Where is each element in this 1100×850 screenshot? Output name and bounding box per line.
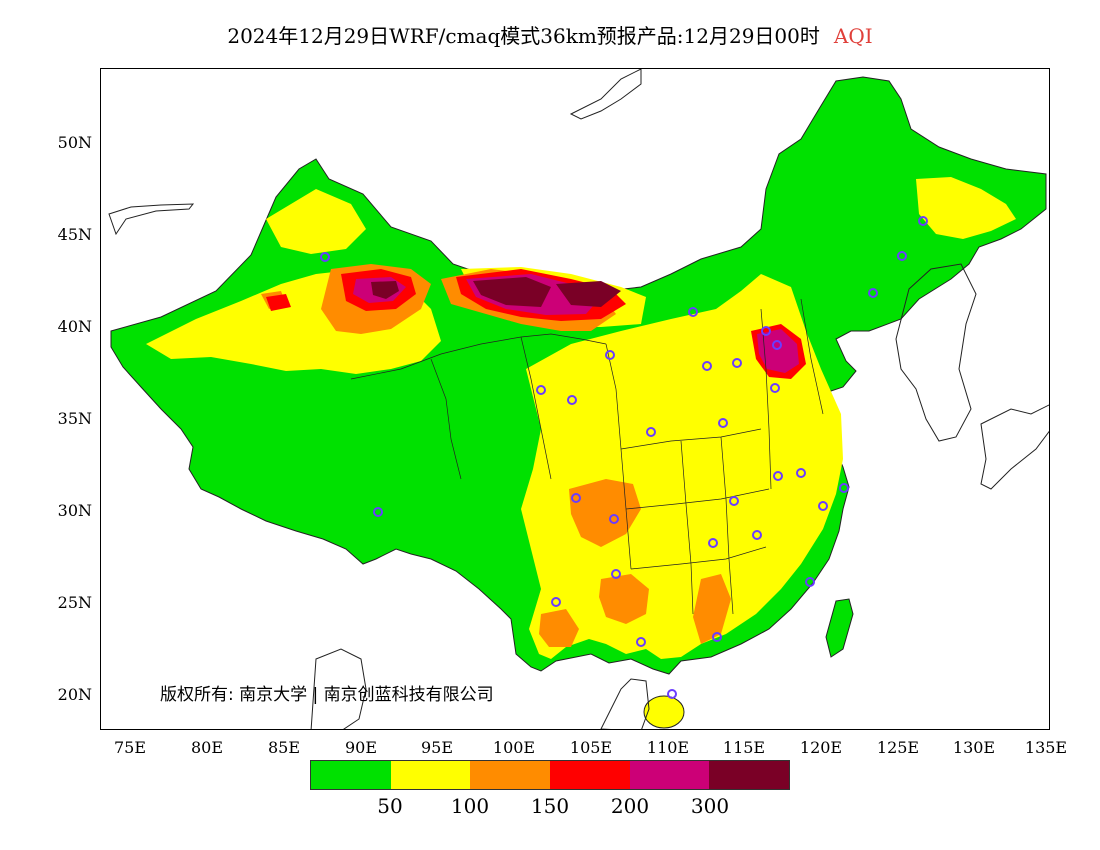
lon-label-120e: 120E [799,738,843,757]
usg-zone-sichuan [569,479,641,547]
hainan-island [643,695,685,729]
legend-swatch-moderate [390,761,471,789]
lat-label-30n: 30N [57,501,92,520]
station-marker [868,288,878,298]
province-boundaries [350,298,824,615]
station-marker [818,501,828,511]
lon-label-95e: 95E [420,738,454,757]
lon-label-130e: 130E [952,738,996,757]
legend-threshold-200: 200 [610,794,650,818]
coastline-korea [895,263,977,442]
station-marker [732,358,742,368]
station-marker [770,383,780,393]
station-marker [636,637,646,647]
usg-zone-hunan [693,574,731,644]
legend-swatch-usg [470,761,551,789]
station-marker [688,307,698,317]
aqi-legend [310,760,790,790]
station-marker [536,385,546,395]
lon-label-100e: 100E [492,738,536,757]
title-variable: AQI [833,24,873,48]
station-marker [702,361,712,371]
station-markers [320,216,928,699]
hazardous-zone-xinjiang [371,281,399,299]
coastline-japan [980,404,1049,490]
station-marker [320,252,330,262]
legend-threshold-100: 100 [450,794,490,818]
map-title: 2024年12月29日WRF/cmaq模式36km预报产品:12月29日00时 A… [0,20,1100,49]
station-marker [708,538,718,548]
lon-label-110e: 110E [646,738,690,757]
legend-swatch-good [311,761,391,789]
station-marker [712,632,722,642]
lat-label-50n: 50N [57,133,92,152]
unhealthy-zone-west-small [266,294,291,311]
legend-threshold-50: 50 [377,794,403,818]
lon-label-75e: 75E [113,738,147,757]
moderate-zone-central-east [521,274,843,659]
lon-label-115e: 115E [722,738,766,757]
station-marker [646,427,656,437]
station-marker [571,493,581,503]
legend-swatch-unhealthy [550,761,630,789]
station-marker [796,468,806,478]
usg-zone-yunnan [539,609,579,647]
station-marker [567,395,577,405]
lat-label-40n: 40N [57,317,92,336]
legend-threshold-300: 300 [690,794,730,818]
station-marker [805,577,815,587]
aqi-map-svg [108,69,1049,729]
lat-label-20n: 20N [57,685,92,704]
legend-threshold-150: 150 [530,794,570,818]
station-marker [897,251,907,261]
station-marker [373,507,383,517]
lon-label-80e: 80E [190,738,224,757]
coastline-sakhalin [569,69,642,120]
hazardous-zone-inner-mongolia [473,277,551,307]
station-marker [551,597,561,607]
very-unhealthy-zone-beijing-tianjin [757,329,799,373]
station-marker [773,471,783,481]
station-marker [918,216,928,226]
legend-swatch-hazardous [709,761,790,789]
station-marker [667,689,677,699]
aqi-map [100,68,1050,730]
taiwan-island [825,598,854,658]
station-marker [761,326,771,336]
station-marker [772,340,782,350]
station-marker [729,496,739,506]
coastline-indochina [600,678,650,729]
lon-label-105e: 105E [569,738,613,757]
coastline-south-asia [310,648,367,729]
moderate-zone-northeast [916,177,1016,239]
lon-label-125e: 125E [876,738,920,757]
station-marker [839,483,849,493]
moderate-zone-xinjiang-north [266,189,366,254]
station-marker [611,569,621,579]
title-main: 2024年12月29日WRF/cmaq模式36km预报产品:12月29日00时 [227,24,820,48]
lon-label-135e: 135E [1024,738,1068,757]
station-marker [752,530,762,540]
legend-swatch-very-unhealthy [629,761,710,789]
usg-zone-guangxi [599,574,649,624]
lat-label-35n: 35N [57,409,92,428]
copyright-notice: 版权所有: 南京大学 | 南京创蓝科技有限公司 [160,685,494,705]
hazardous-zone-inner-mongolia-east [556,281,621,307]
lon-label-85e: 85E [267,738,301,757]
lat-label-45n: 45N [57,225,92,244]
station-marker [718,418,728,428]
lon-label-90e: 90E [344,738,378,757]
station-marker [605,350,615,360]
lat-label-25n: 25N [57,593,92,612]
station-marker [609,514,619,524]
coastline-lake-balkhash [108,203,195,236]
